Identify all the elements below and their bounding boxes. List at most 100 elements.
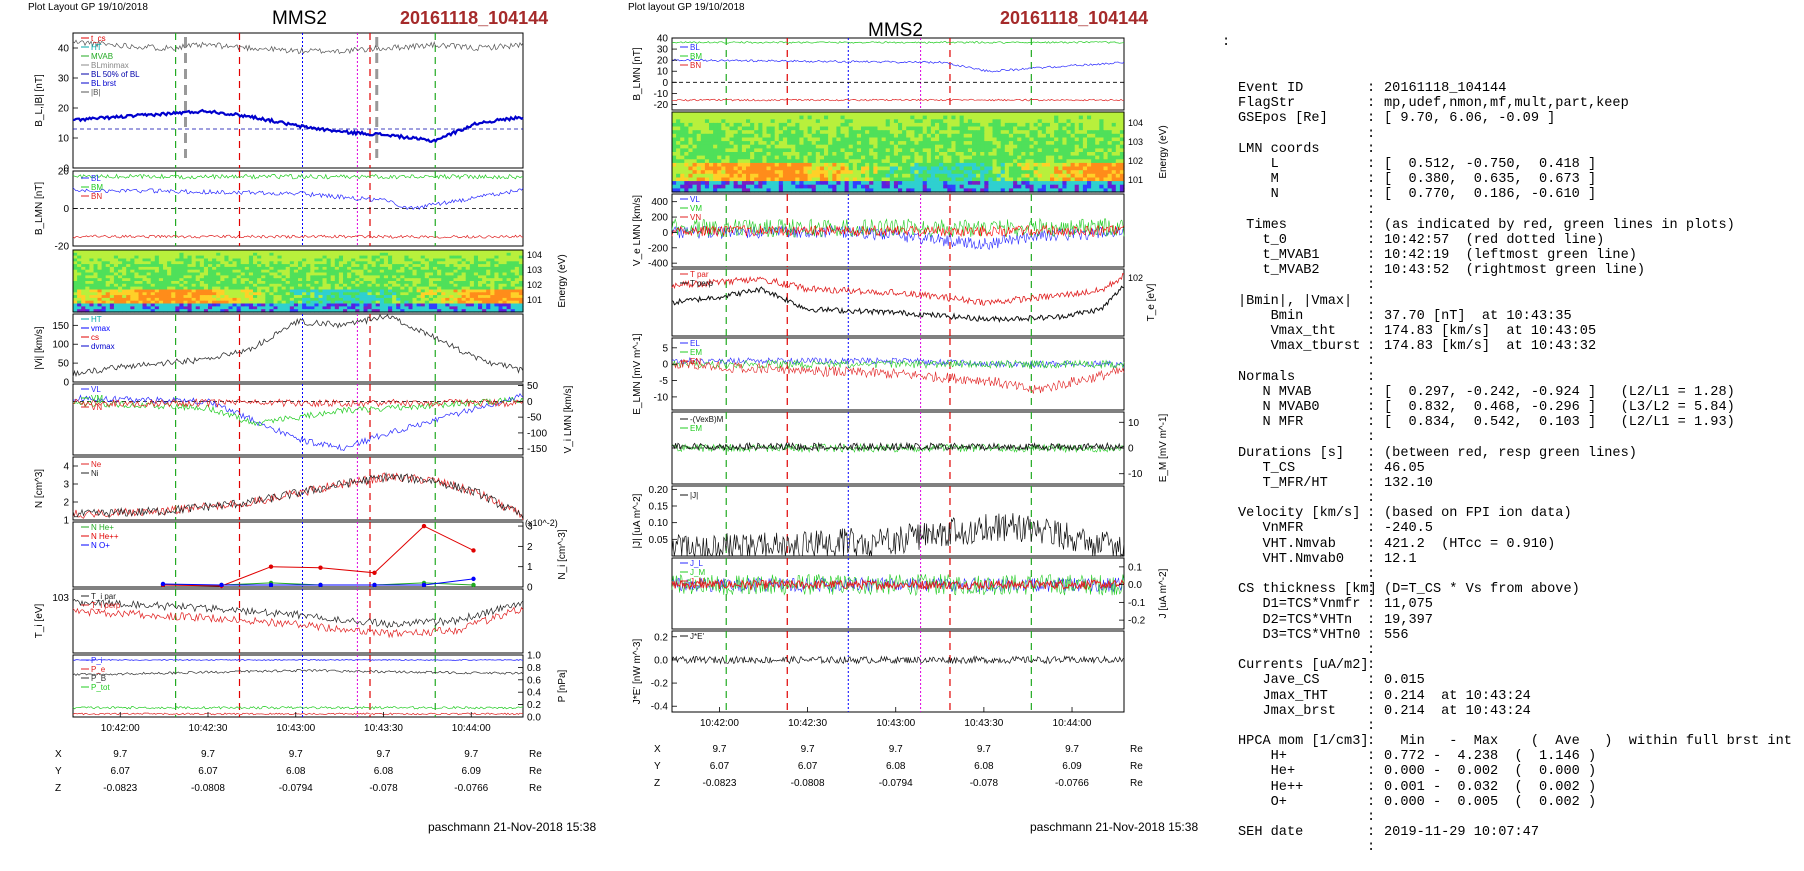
spectrogram-cell — [1083, 123, 1088, 127]
spectrogram-cell — [746, 116, 751, 120]
spectrogram-cell — [947, 130, 952, 134]
spectrogram-cell — [841, 163, 846, 167]
spectrogram-cell — [964, 134, 969, 138]
spectrogram-cell — [734, 185, 739, 189]
spectrogram-cell — [1021, 141, 1026, 145]
spectrogram-cell — [701, 134, 706, 138]
spectrogram-cell — [1079, 134, 1084, 138]
spectrogram-cell — [960, 170, 965, 174]
spectrogram-cell — [746, 127, 751, 131]
spectrogram-cell — [1013, 141, 1018, 145]
spectrogram-cell — [791, 116, 796, 120]
spectrogram-cell — [1050, 163, 1055, 167]
spectrogram-cell — [767, 134, 772, 138]
spectrogram-cell — [1009, 156, 1014, 160]
spectrogram-cell — [853, 174, 858, 178]
spectrogram-cell — [808, 145, 813, 149]
spectrogram-cell — [906, 170, 911, 174]
spectrogram-cell — [964, 167, 969, 171]
spectrogram-cell — [939, 130, 944, 134]
spectrogram-cell — [750, 170, 755, 174]
spectrogram-cell — [1075, 163, 1080, 167]
spectrogram-cell — [738, 116, 743, 120]
spectrogram-cell — [804, 145, 809, 149]
spectrogram-cell — [890, 148, 895, 152]
y-tick-label: -20 — [654, 100, 669, 111]
spectrogram-cell — [1009, 167, 1014, 171]
spectrogram-cell — [1013, 130, 1018, 134]
spectrogram-cell — [680, 141, 685, 145]
spectrogram-cell — [956, 112, 961, 116]
spectrogram-cell — [1067, 156, 1072, 160]
spectrogram-cell — [754, 185, 759, 189]
spectrogram-cell — [1108, 130, 1113, 134]
spectrogram-cell — [972, 127, 977, 131]
spectrogram-cell — [836, 185, 841, 189]
spectrogram-cell — [721, 119, 726, 123]
spectrogram-cell — [906, 185, 911, 189]
spectrogram-cell — [939, 152, 944, 156]
spectrogram-cell — [976, 119, 981, 123]
spectrogram-cell — [779, 130, 784, 134]
spectrogram-cell — [1071, 130, 1076, 134]
spectrogram-cell — [746, 141, 751, 145]
spectrogram-cell — [931, 170, 936, 174]
spectrogram-cell — [1083, 141, 1088, 145]
spectrogram-cell — [1005, 130, 1010, 134]
spectrogram-cell — [919, 141, 924, 145]
spectrogram-cell — [853, 145, 858, 149]
spectrogram-cell — [890, 134, 895, 138]
spectrogram-cell — [980, 170, 985, 174]
spectrogram-cell — [684, 152, 689, 156]
spectrogram-cell — [767, 181, 772, 185]
spectrogram-cell — [951, 119, 956, 123]
spectrogram-cell — [951, 159, 956, 163]
spectrogram-cell — [902, 178, 907, 182]
spectrogram-cell — [836, 119, 841, 123]
spectrogram-cell — [804, 181, 809, 185]
spectrogram-cell — [902, 170, 907, 174]
spectrogram-cell — [1005, 167, 1010, 171]
spectrogram-cell — [914, 127, 919, 131]
spectrogram-cell — [693, 181, 698, 185]
spectrogram-cell — [886, 167, 891, 171]
spectrogram-cell — [1021, 145, 1026, 149]
spectrogram-cell — [1021, 163, 1026, 167]
spectrogram-cell — [956, 134, 961, 138]
spectrogram-cell — [1030, 134, 1035, 138]
spectrogram-cell — [1079, 141, 1084, 145]
spectrogram-cell — [886, 145, 891, 149]
spectrogram-cell — [705, 174, 710, 178]
spectrogram-cell — [1001, 170, 1006, 174]
spectrogram-cell — [1001, 116, 1006, 120]
spectrogram-cell — [943, 174, 948, 178]
spectrogram-cell — [1062, 178, 1067, 182]
spectrogram-cell — [964, 123, 969, 127]
spectrogram-cell — [1083, 119, 1088, 123]
spectrogram-cell — [709, 127, 714, 131]
spectrogram-cell — [935, 163, 940, 167]
spectrogram-cell — [688, 148, 693, 152]
spectrogram-cell — [754, 156, 759, 160]
spectrogram-cell — [775, 170, 780, 174]
spectrogram-cell — [1104, 123, 1109, 127]
spectrogram-cell — [841, 127, 846, 131]
spectrogram-cell — [898, 119, 903, 123]
spectrogram-cell — [709, 159, 714, 163]
spectrogram-cell — [1013, 170, 1018, 174]
spectrogram-cell — [997, 123, 1002, 127]
spectrogram-cell — [1017, 152, 1022, 156]
spectrogram-cell — [1108, 119, 1113, 123]
spectrogram-cell — [980, 156, 985, 160]
spectrogram-cell — [771, 138, 776, 142]
spectrogram-cell — [988, 145, 993, 149]
spectrogram-cell — [890, 145, 895, 149]
spectrogram-cell — [997, 138, 1002, 142]
spectrogram-cell — [882, 156, 887, 160]
spectrogram-cell — [750, 159, 755, 163]
spectrogram-cell — [939, 167, 944, 171]
spectrogram-cell — [910, 178, 915, 182]
spectrogram-cell — [1025, 181, 1030, 185]
spectrogram-cell — [927, 141, 932, 145]
spectrogram-cell — [804, 159, 809, 163]
